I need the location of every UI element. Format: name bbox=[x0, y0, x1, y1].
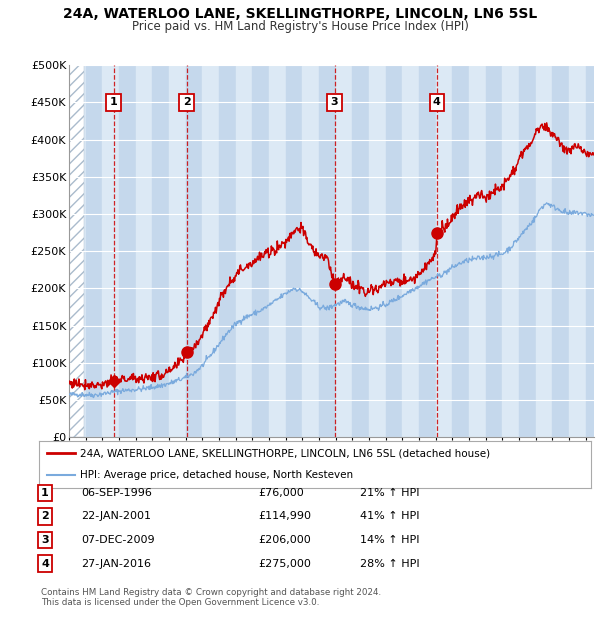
Bar bbox=[469, 65, 485, 437]
Text: £275,000: £275,000 bbox=[258, 559, 311, 569]
Text: 3: 3 bbox=[41, 535, 49, 545]
Bar bbox=[219, 65, 236, 437]
Bar bbox=[452, 65, 469, 437]
Bar bbox=[69, 65, 86, 437]
Bar bbox=[302, 65, 319, 437]
Text: Price paid vs. HM Land Registry's House Price Index (HPI): Price paid vs. HM Land Registry's House … bbox=[131, 20, 469, 33]
Text: 1: 1 bbox=[110, 97, 118, 107]
Text: 22-JAN-2001: 22-JAN-2001 bbox=[81, 512, 151, 521]
Text: 24A, WATERLOO LANE, SKELLINGTHORPE, LINCOLN, LN6 5SL (detached house): 24A, WATERLOO LANE, SKELLINGTHORPE, LINC… bbox=[80, 448, 491, 458]
Text: Contains HM Land Registry data © Crown copyright and database right 2024.
This d: Contains HM Land Registry data © Crown c… bbox=[41, 588, 381, 607]
Text: £114,990: £114,990 bbox=[258, 512, 311, 521]
Text: £76,000: £76,000 bbox=[258, 488, 304, 498]
Bar bbox=[86, 65, 103, 437]
Text: 4: 4 bbox=[433, 97, 441, 107]
Bar bbox=[269, 65, 286, 437]
Bar bbox=[586, 65, 600, 437]
Bar bbox=[169, 65, 185, 437]
Text: 14% ↑ HPI: 14% ↑ HPI bbox=[360, 535, 419, 545]
Bar bbox=[253, 65, 269, 437]
Bar bbox=[553, 65, 569, 437]
Bar bbox=[519, 65, 536, 437]
Bar bbox=[202, 65, 219, 437]
Text: 07-DEC-2009: 07-DEC-2009 bbox=[81, 535, 155, 545]
Text: £206,000: £206,000 bbox=[258, 535, 311, 545]
Text: 1: 1 bbox=[41, 488, 49, 498]
Bar bbox=[352, 65, 369, 437]
Text: 4: 4 bbox=[41, 559, 49, 569]
Bar bbox=[335, 65, 352, 437]
Bar bbox=[386, 65, 403, 437]
Text: 27-JAN-2016: 27-JAN-2016 bbox=[81, 559, 151, 569]
Text: HPI: Average price, detached house, North Kesteven: HPI: Average price, detached house, Nort… bbox=[80, 470, 353, 480]
Bar bbox=[419, 65, 436, 437]
Bar bbox=[403, 65, 419, 437]
Bar bbox=[536, 65, 553, 437]
Text: 21% ↑ HPI: 21% ↑ HPI bbox=[360, 488, 419, 498]
Bar bbox=[286, 65, 302, 437]
Bar bbox=[502, 65, 519, 437]
Bar bbox=[152, 65, 169, 437]
Text: 2: 2 bbox=[41, 512, 49, 521]
Bar bbox=[103, 65, 119, 437]
Bar bbox=[369, 65, 386, 437]
Text: 24A, WATERLOO LANE, SKELLINGTHORPE, LINCOLN, LN6 5SL: 24A, WATERLOO LANE, SKELLINGTHORPE, LINC… bbox=[63, 7, 537, 22]
Bar bbox=[185, 65, 202, 437]
Text: 2: 2 bbox=[183, 97, 191, 107]
Bar bbox=[485, 65, 502, 437]
Text: 28% ↑ HPI: 28% ↑ HPI bbox=[360, 559, 419, 569]
Bar bbox=[569, 65, 586, 437]
Bar bbox=[119, 65, 136, 437]
Bar bbox=[436, 65, 452, 437]
Text: 3: 3 bbox=[331, 97, 338, 107]
Bar bbox=[236, 65, 253, 437]
Text: 41% ↑ HPI: 41% ↑ HPI bbox=[360, 512, 419, 521]
Text: 06-SEP-1996: 06-SEP-1996 bbox=[81, 488, 152, 498]
Bar bbox=[136, 65, 152, 437]
Bar bbox=[319, 65, 335, 437]
Bar bbox=[69, 65, 85, 437]
